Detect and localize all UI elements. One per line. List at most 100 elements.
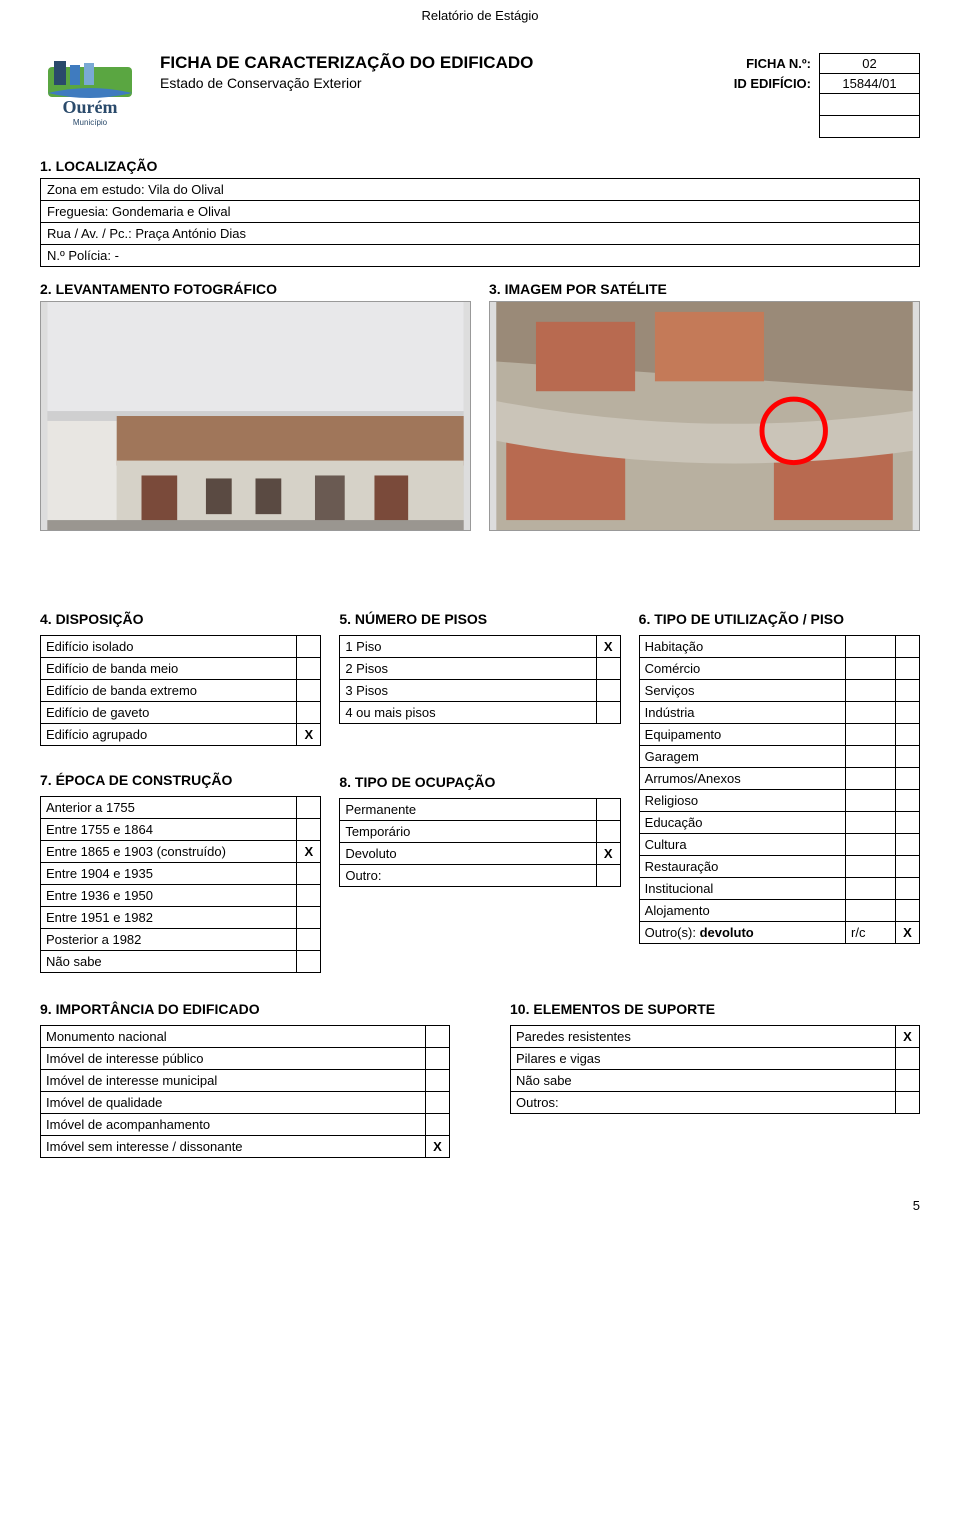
sec6-title: 6. TIPO DE UTILIZAÇÃO / PISO (639, 611, 920, 631)
row-label: Devoluto (340, 843, 596, 865)
row-label: Temporário (340, 821, 596, 843)
row-mark (426, 1070, 450, 1092)
row-mark (896, 900, 920, 922)
row-label: Monumento nacional (41, 1026, 426, 1048)
row-label: Serviços (639, 680, 845, 702)
row-mark (426, 1048, 450, 1070)
row-c2 (846, 790, 896, 812)
row-mark (596, 799, 620, 821)
sec9-title: 9. IMPORTÂNCIA DO EDIFICADO (40, 1001, 450, 1021)
sec8-table: PermanenteTemporárioDevolutoXOutro: (339, 798, 620, 887)
photo-row: 2. LEVANTAMENTO FOTOGRÁFICO 3. IMAGEM PO… (40, 281, 920, 531)
row-mark: X (896, 922, 920, 944)
logo: Ourém Município (40, 53, 140, 136)
sec7-title: 7. ÉPOCA DE CONSTRUÇÃO (40, 772, 321, 792)
table-row: Temporário (340, 821, 620, 843)
row-label: Outros: (511, 1092, 896, 1114)
table-row: Não sabe (511, 1070, 920, 1092)
table-row: Outro: (340, 865, 620, 887)
row-mark (297, 863, 321, 885)
table-row: Edifício de gaveto (41, 702, 321, 724)
row-label: Edifício isolado (41, 636, 297, 658)
table-row: Equipamento (639, 724, 919, 746)
row-label: Garagem (639, 746, 845, 768)
row-label: Outro: (340, 865, 596, 887)
sec9-table: Monumento nacionalImóvel de interesse pú… (40, 1025, 450, 1158)
row-mark (297, 680, 321, 702)
row-c2 (846, 834, 896, 856)
main-title: FICHA DE CARACTERIZAÇÃO DO EDIFICADO (160, 53, 734, 73)
row-label: Permanente (340, 799, 596, 821)
sec7-table: Anterior a 1755Entre 1755 e 1864Entre 18… (40, 796, 321, 973)
sec8-title: 8. TIPO DE OCUPAÇÃO (339, 774, 620, 794)
row-mark (896, 790, 920, 812)
row-mark (896, 834, 920, 856)
row-mark (297, 819, 321, 841)
header-row: Ourém Município FICHA DE CARACTERIZAÇÃO … (40, 53, 920, 138)
row-mark (896, 724, 920, 746)
row-label: Não sabe (511, 1070, 896, 1092)
row-mark (896, 1070, 920, 1092)
row-c2 (846, 680, 896, 702)
row-label: Educação (639, 812, 845, 834)
table-row: Imóvel de interesse público (41, 1048, 450, 1070)
row-label: Entre 1904 e 1935 (41, 863, 297, 885)
row-mark (896, 680, 920, 702)
table-row: 3 Pisos (340, 680, 620, 702)
table-row: Religioso (639, 790, 919, 812)
row-c2 (846, 746, 896, 768)
page-header: Relatório de Estágio (40, 8, 920, 23)
row-label: Edifício agrupado (41, 724, 297, 746)
table-row: 1 PisoX (340, 636, 620, 658)
row-c2 (846, 768, 896, 790)
row-label: Entre 1865 e 1903 (construído) (41, 841, 297, 863)
row-mark (896, 1048, 920, 1070)
row-label: Imóvel de interesse municipal (41, 1070, 426, 1092)
row-mark (426, 1114, 450, 1136)
sec5-table: 1 PisoX2 Pisos3 Pisos4 ou mais pisos (339, 635, 620, 724)
id-edificio-value: 15844/01 (820, 74, 920, 94)
row-label: Outro(s): devoluto (639, 922, 845, 944)
row-label: Paredes resistentes (511, 1026, 896, 1048)
logo-icon: Ourém Município (40, 53, 140, 133)
table-row: Entre 1951 e 1982 (41, 907, 321, 929)
table-row: Educação (639, 812, 919, 834)
row-mark (426, 1092, 450, 1114)
row-label: Anterior a 1755 (41, 797, 297, 819)
row-label: Alojamento (639, 900, 845, 922)
row-c2 (846, 878, 896, 900)
row-c2 (846, 658, 896, 680)
row-label: Equipamento (639, 724, 845, 746)
sec4-title: 4. DISPOSIÇÃO (40, 611, 321, 631)
row-label: Imóvel de qualidade (41, 1092, 426, 1114)
table-row: Pilares e vigas (511, 1048, 920, 1070)
row-label: Habitação (639, 636, 845, 658)
row-label: Edifício de banda extremo (41, 680, 297, 702)
row-mark: X (297, 841, 321, 863)
table-row: Cultura (639, 834, 919, 856)
table-row: Arrumos/Anexos (639, 768, 919, 790)
row-c2 (846, 900, 896, 922)
table-row: Edifício agrupadoX (41, 724, 321, 746)
row-label: Comércio (639, 658, 845, 680)
row-mark (297, 636, 321, 658)
grid-456-78: 4. DISPOSIÇÃO Edifício isolado Edifício d… (40, 611, 920, 973)
row-mark: X (896, 1026, 920, 1048)
row-label: Arrumos/Anexos (639, 768, 845, 790)
row-c2 (846, 636, 896, 658)
id-edificio-label: ID EDIFÍCIO: (734, 74, 820, 94)
row-label: Religioso (639, 790, 845, 812)
grid-910: 9. IMPORTÂNCIA DO EDIFICADO Monumento na… (40, 1001, 920, 1158)
table-row: Comércio (639, 658, 919, 680)
row-label: Pilares e vigas (511, 1048, 896, 1070)
table-row: Paredes resistentesX (511, 1026, 920, 1048)
row-c2: r/c (846, 922, 896, 944)
row-mark (297, 885, 321, 907)
row-label: 4 ou mais pisos (340, 702, 596, 724)
row-mark: X (297, 724, 321, 746)
ficha-label: FICHA N.º: (734, 54, 820, 74)
row-mark (896, 746, 920, 768)
row-c2 (846, 812, 896, 834)
row-label: Não sabe (41, 951, 297, 973)
table-row: Restauração (639, 856, 919, 878)
